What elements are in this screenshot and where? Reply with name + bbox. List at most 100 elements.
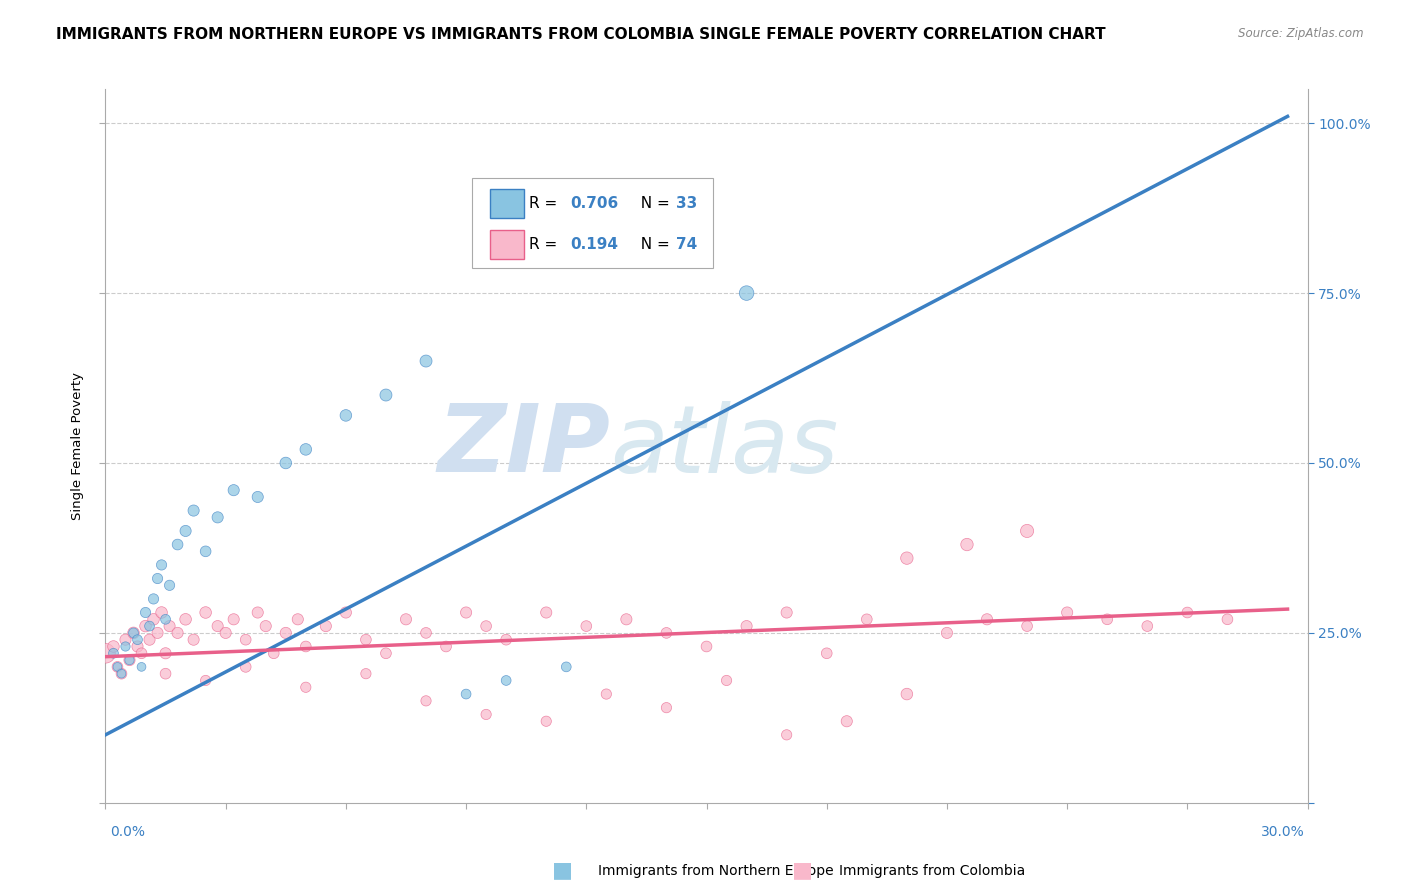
Point xyxy=(1216,612,1239,626)
Point xyxy=(696,640,718,654)
Point xyxy=(155,666,177,681)
Point xyxy=(146,572,169,586)
Point xyxy=(1136,619,1159,633)
Point xyxy=(94,646,117,660)
Point xyxy=(110,666,132,681)
Point xyxy=(214,626,236,640)
Point xyxy=(815,646,838,660)
Point xyxy=(655,626,678,640)
Point xyxy=(222,483,245,498)
Point xyxy=(287,612,309,626)
Point xyxy=(166,626,188,640)
Point xyxy=(1017,619,1039,633)
Point xyxy=(222,612,245,626)
Point xyxy=(534,606,557,620)
Point xyxy=(595,687,617,701)
Point xyxy=(454,606,477,620)
Point xyxy=(1056,606,1078,620)
Point xyxy=(150,558,173,572)
Text: 0.0%: 0.0% xyxy=(110,825,145,839)
Point xyxy=(138,619,160,633)
Point xyxy=(434,640,457,654)
Point xyxy=(495,632,517,647)
Point xyxy=(142,591,165,606)
Point xyxy=(295,680,318,694)
Point xyxy=(122,626,145,640)
Text: 0.706: 0.706 xyxy=(571,196,619,211)
Point xyxy=(374,646,398,660)
Point xyxy=(183,632,205,647)
Point xyxy=(155,646,177,660)
Point xyxy=(110,666,132,681)
FancyBboxPatch shape xyxy=(472,178,713,268)
Point xyxy=(118,653,141,667)
Point xyxy=(295,640,318,654)
Text: 74: 74 xyxy=(676,237,697,252)
Point xyxy=(835,714,858,729)
Point xyxy=(616,232,638,246)
Point xyxy=(936,626,959,640)
Point xyxy=(107,660,129,674)
Point xyxy=(254,619,277,633)
Text: IMMIGRANTS FROM NORTHERN EUROPE VS IMMIGRANTS FROM COLOMBIA SINGLE FEMALE POVERT: IMMIGRANTS FROM NORTHERN EUROPE VS IMMIG… xyxy=(56,27,1107,42)
Text: 0.194: 0.194 xyxy=(571,237,619,252)
Point xyxy=(274,456,297,470)
Point xyxy=(616,612,638,626)
Point xyxy=(103,646,125,660)
Text: N =: N = xyxy=(631,196,675,211)
Point xyxy=(131,646,153,660)
Text: Source: ZipAtlas.com: Source: ZipAtlas.com xyxy=(1239,27,1364,40)
Point xyxy=(194,544,217,558)
Point xyxy=(103,640,125,654)
Point xyxy=(534,714,557,729)
Text: R =: R = xyxy=(529,196,562,211)
Point xyxy=(295,442,318,457)
Point xyxy=(150,606,173,620)
FancyBboxPatch shape xyxy=(491,189,524,218)
Point xyxy=(135,619,157,633)
Point xyxy=(114,632,136,647)
Point xyxy=(374,388,398,402)
Text: N =: N = xyxy=(631,237,675,252)
Point xyxy=(183,503,205,517)
Text: 33: 33 xyxy=(676,196,697,211)
Y-axis label: Single Female Poverty: Single Female Poverty xyxy=(70,372,84,520)
Point xyxy=(118,653,141,667)
Point xyxy=(315,619,337,633)
Text: 30.0%: 30.0% xyxy=(1261,825,1305,839)
Point xyxy=(235,632,257,647)
Point xyxy=(575,619,598,633)
Text: Immigrants from Northern Europe: Immigrants from Northern Europe xyxy=(599,863,834,878)
Point xyxy=(142,612,165,626)
Text: atlas: atlas xyxy=(610,401,838,491)
Point xyxy=(495,673,517,688)
Point xyxy=(776,728,799,742)
Point xyxy=(335,409,357,423)
Point xyxy=(127,640,149,654)
Point xyxy=(395,612,418,626)
Point xyxy=(1017,524,1039,538)
Point xyxy=(896,551,918,566)
Point xyxy=(207,510,229,524)
Point xyxy=(335,606,357,620)
Point xyxy=(235,660,257,674)
FancyBboxPatch shape xyxy=(491,230,524,259)
Point xyxy=(114,640,136,654)
Point xyxy=(127,632,149,647)
Point xyxy=(454,687,477,701)
Point xyxy=(194,606,217,620)
Point xyxy=(475,707,498,722)
Point xyxy=(174,612,197,626)
Point xyxy=(131,660,153,674)
Point xyxy=(246,490,269,504)
Point xyxy=(1177,606,1199,620)
Point xyxy=(896,687,918,701)
Point xyxy=(555,660,578,674)
Point xyxy=(155,612,177,626)
Text: ■: ■ xyxy=(792,861,813,880)
Point xyxy=(122,626,145,640)
Point xyxy=(207,619,229,633)
Point xyxy=(135,606,157,620)
Point xyxy=(415,694,437,708)
Point xyxy=(107,660,129,674)
